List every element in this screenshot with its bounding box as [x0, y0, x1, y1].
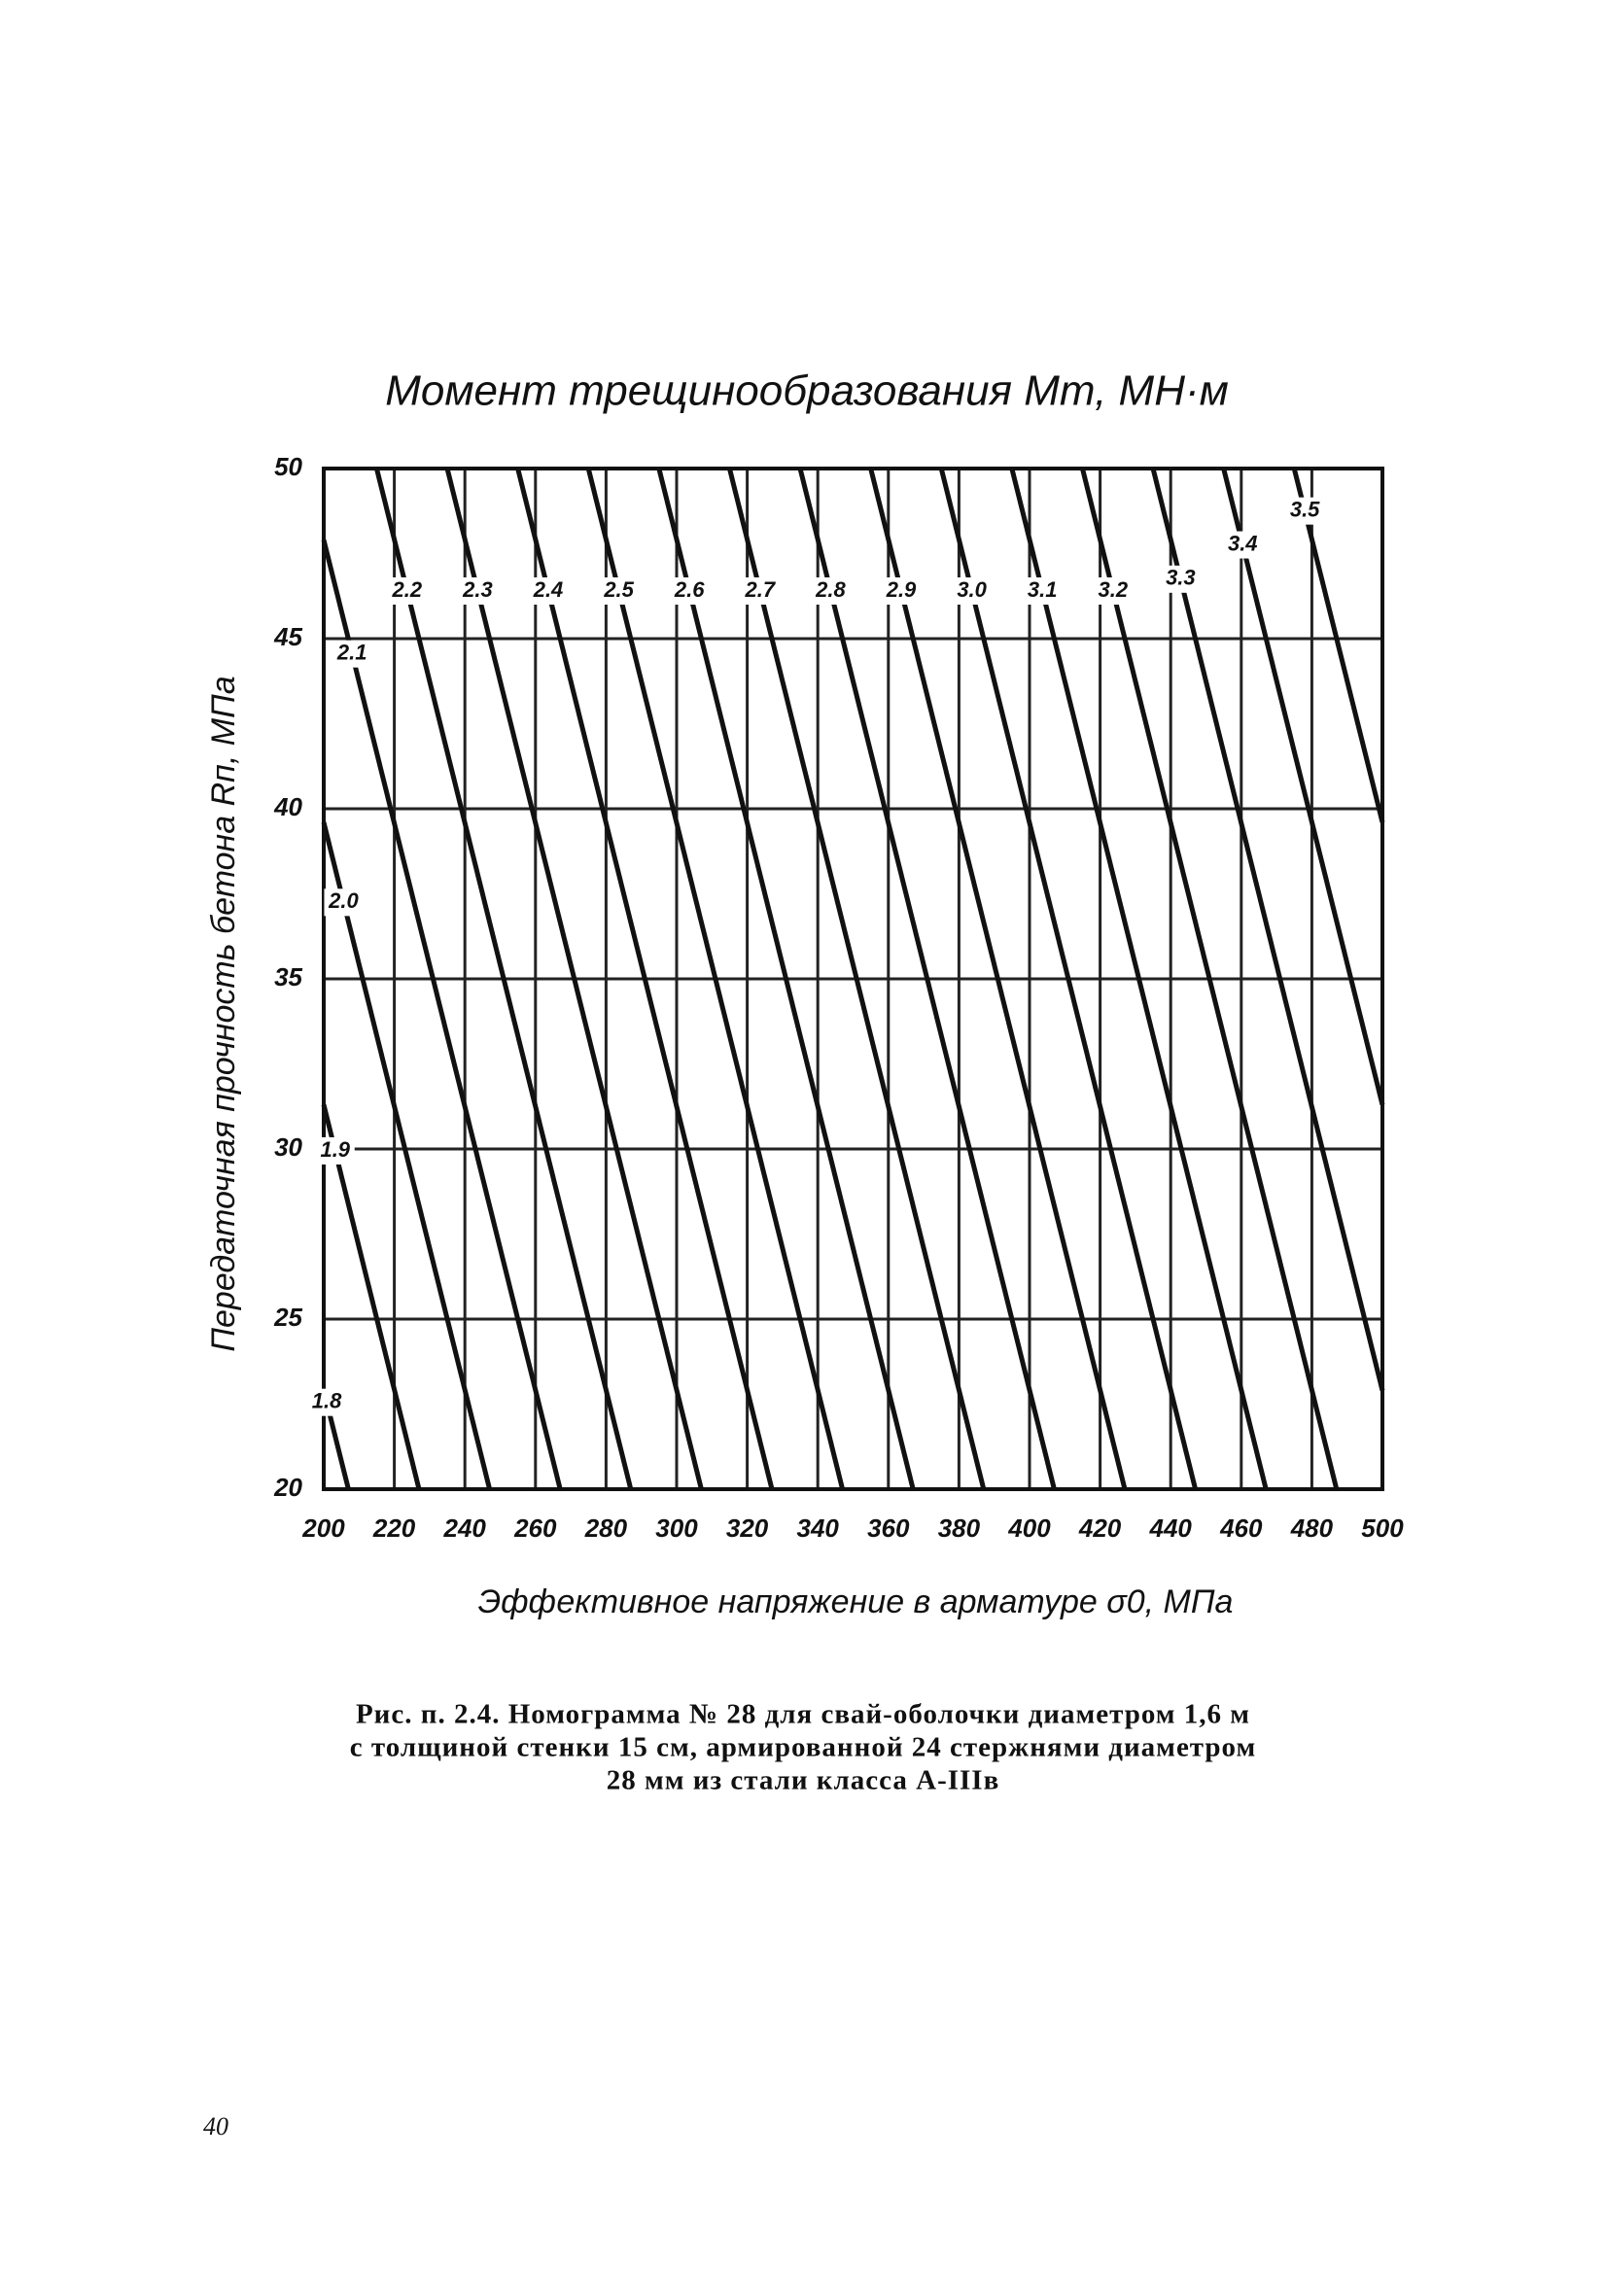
- y-tick-label: 25: [273, 1303, 302, 1332]
- line-label-bg: [307, 1388, 347, 1416]
- x-tick-label: 240: [443, 1513, 487, 1543]
- page-number: 40: [203, 2112, 228, 2140]
- nomogram-line: [374, 468, 634, 1490]
- line-label-bg: [324, 888, 364, 917]
- nomogram-line: [868, 468, 1128, 1490]
- nomogram-line: [1221, 468, 1385, 1106]
- nomogram-line: [1291, 468, 1385, 823]
- x-tick-label: 420: [1078, 1513, 1122, 1543]
- line-label-bg: [529, 577, 569, 605]
- x-tick-label: 480: [1290, 1513, 1334, 1543]
- x-tick-label: 360: [867, 1513, 910, 1543]
- x-tick-label: 200: [301, 1513, 345, 1543]
- line-label-bg: [458, 577, 498, 605]
- plot-frame: [322, 467, 1384, 1491]
- caption-line: с толщиной стенки 15 см, армированной 24…: [350, 1732, 1257, 1763]
- x-tick-label: 260: [513, 1513, 557, 1543]
- x-tick-label: 380: [938, 1513, 981, 1543]
- line-label-bg: [952, 577, 992, 605]
- x-axis-label: Эффективное напряжение в арматуре σ0, МП…: [478, 1583, 1234, 1620]
- y-axis-label: Передаточная прочность бетона Rп, МПа: [205, 676, 242, 1351]
- nomogram-line: [321, 539, 563, 1490]
- nomogram-line: [321, 1103, 422, 1490]
- nomogram-line: [938, 468, 1199, 1490]
- line-label-bg: [1223, 531, 1263, 559]
- nomogram-line: [585, 468, 846, 1490]
- caption-line: Рис. п. 2.4. Номограмма № 28 для свай-об…: [356, 1699, 1250, 1730]
- x-tick-label: 400: [1007, 1513, 1051, 1543]
- x-tick-label: 460: [1219, 1513, 1263, 1543]
- nomogram-line: [1150, 468, 1385, 1392]
- line-label-bg: [1285, 497, 1325, 525]
- nomogram-line: [1080, 468, 1340, 1490]
- line-label: 3.3: [1166, 566, 1196, 590]
- nomogram-line: [727, 468, 987, 1490]
- y-tick-label: 40: [273, 792, 302, 821]
- line-label-bg: [1093, 577, 1133, 605]
- line-label-bg: [315, 1136, 355, 1165]
- line-label: 3.2: [1099, 577, 1129, 602]
- line-label: 3.0: [957, 577, 987, 602]
- x-tick-label: 500: [1361, 1513, 1404, 1543]
- line-label: 2.4: [533, 577, 564, 602]
- line-label: 2.2: [392, 577, 423, 602]
- y-tick-label: 20: [273, 1473, 302, 1502]
- line-label: 1.8: [312, 1388, 342, 1412]
- line-label-bg: [387, 577, 427, 605]
- y-tick-label: 50: [274, 452, 302, 481]
- x-tick-label: 300: [655, 1513, 698, 1543]
- chart-title: Момент трещинообразования Мт, МН·м: [385, 367, 1229, 415]
- line-label: 1.9: [320, 1137, 350, 1162]
- x-tick-label: 440: [1149, 1513, 1193, 1543]
- x-tick-label: 280: [584, 1513, 628, 1543]
- line-label: 3.1: [1028, 577, 1058, 602]
- y-tick-label: 45: [273, 622, 302, 651]
- line-label: 2.5: [603, 577, 634, 602]
- line-label-bg: [670, 577, 710, 605]
- line-label: 2.9: [886, 577, 917, 602]
- line-label: 2.3: [462, 577, 493, 602]
- x-tick-label: 320: [726, 1513, 769, 1543]
- y-tick-label: 30: [274, 1132, 302, 1162]
- nomogram-line: [444, 468, 704, 1490]
- nomogram-line: [797, 468, 1057, 1490]
- line-label: 2.8: [815, 577, 846, 602]
- line-label: 3.4: [1228, 531, 1258, 555]
- line-label-bg: [1023, 577, 1063, 605]
- y-tick-label: 35: [274, 962, 302, 991]
- line-label-bg: [740, 577, 780, 605]
- x-tick-label: 340: [797, 1513, 840, 1543]
- line-label-bg: [811, 577, 851, 605]
- line-label: 2.0: [328, 888, 359, 913]
- caption-line: 28 мм из стали класса А-IIIв: [607, 1765, 1000, 1796]
- line-label: 3.5: [1290, 497, 1320, 521]
- line-label: 2.6: [674, 577, 705, 602]
- nomogram-line: [1009, 468, 1269, 1490]
- x-tick-label: 220: [372, 1513, 416, 1543]
- line-label-bg: [882, 577, 922, 605]
- line-label: 2.7: [745, 577, 777, 602]
- line-label-bg: [599, 577, 639, 605]
- line-label-bg: [332, 640, 372, 668]
- nomogram-line: [515, 468, 775, 1490]
- nomogram-line: [656, 468, 916, 1490]
- line-label: 2.1: [336, 640, 367, 664]
- nomogram-line: [321, 821, 493, 1490]
- line-label-bg: [1161, 565, 1201, 593]
